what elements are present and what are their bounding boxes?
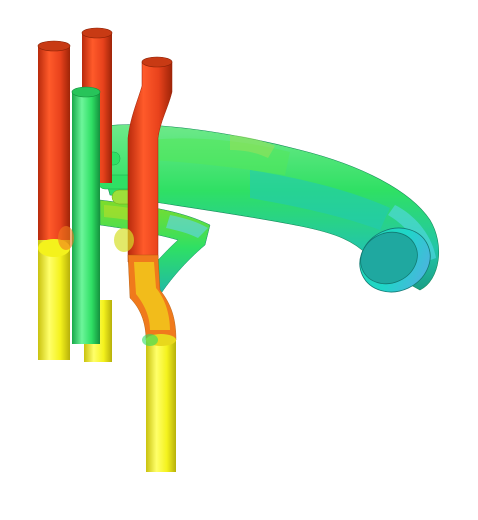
vertical-pipe-4 [127,56,177,472]
vertical-pipe-1 [37,40,71,360]
outlet-cap [359,227,431,293]
vertical-pipe-3 [71,86,101,344]
junction-highlights [58,226,158,346]
